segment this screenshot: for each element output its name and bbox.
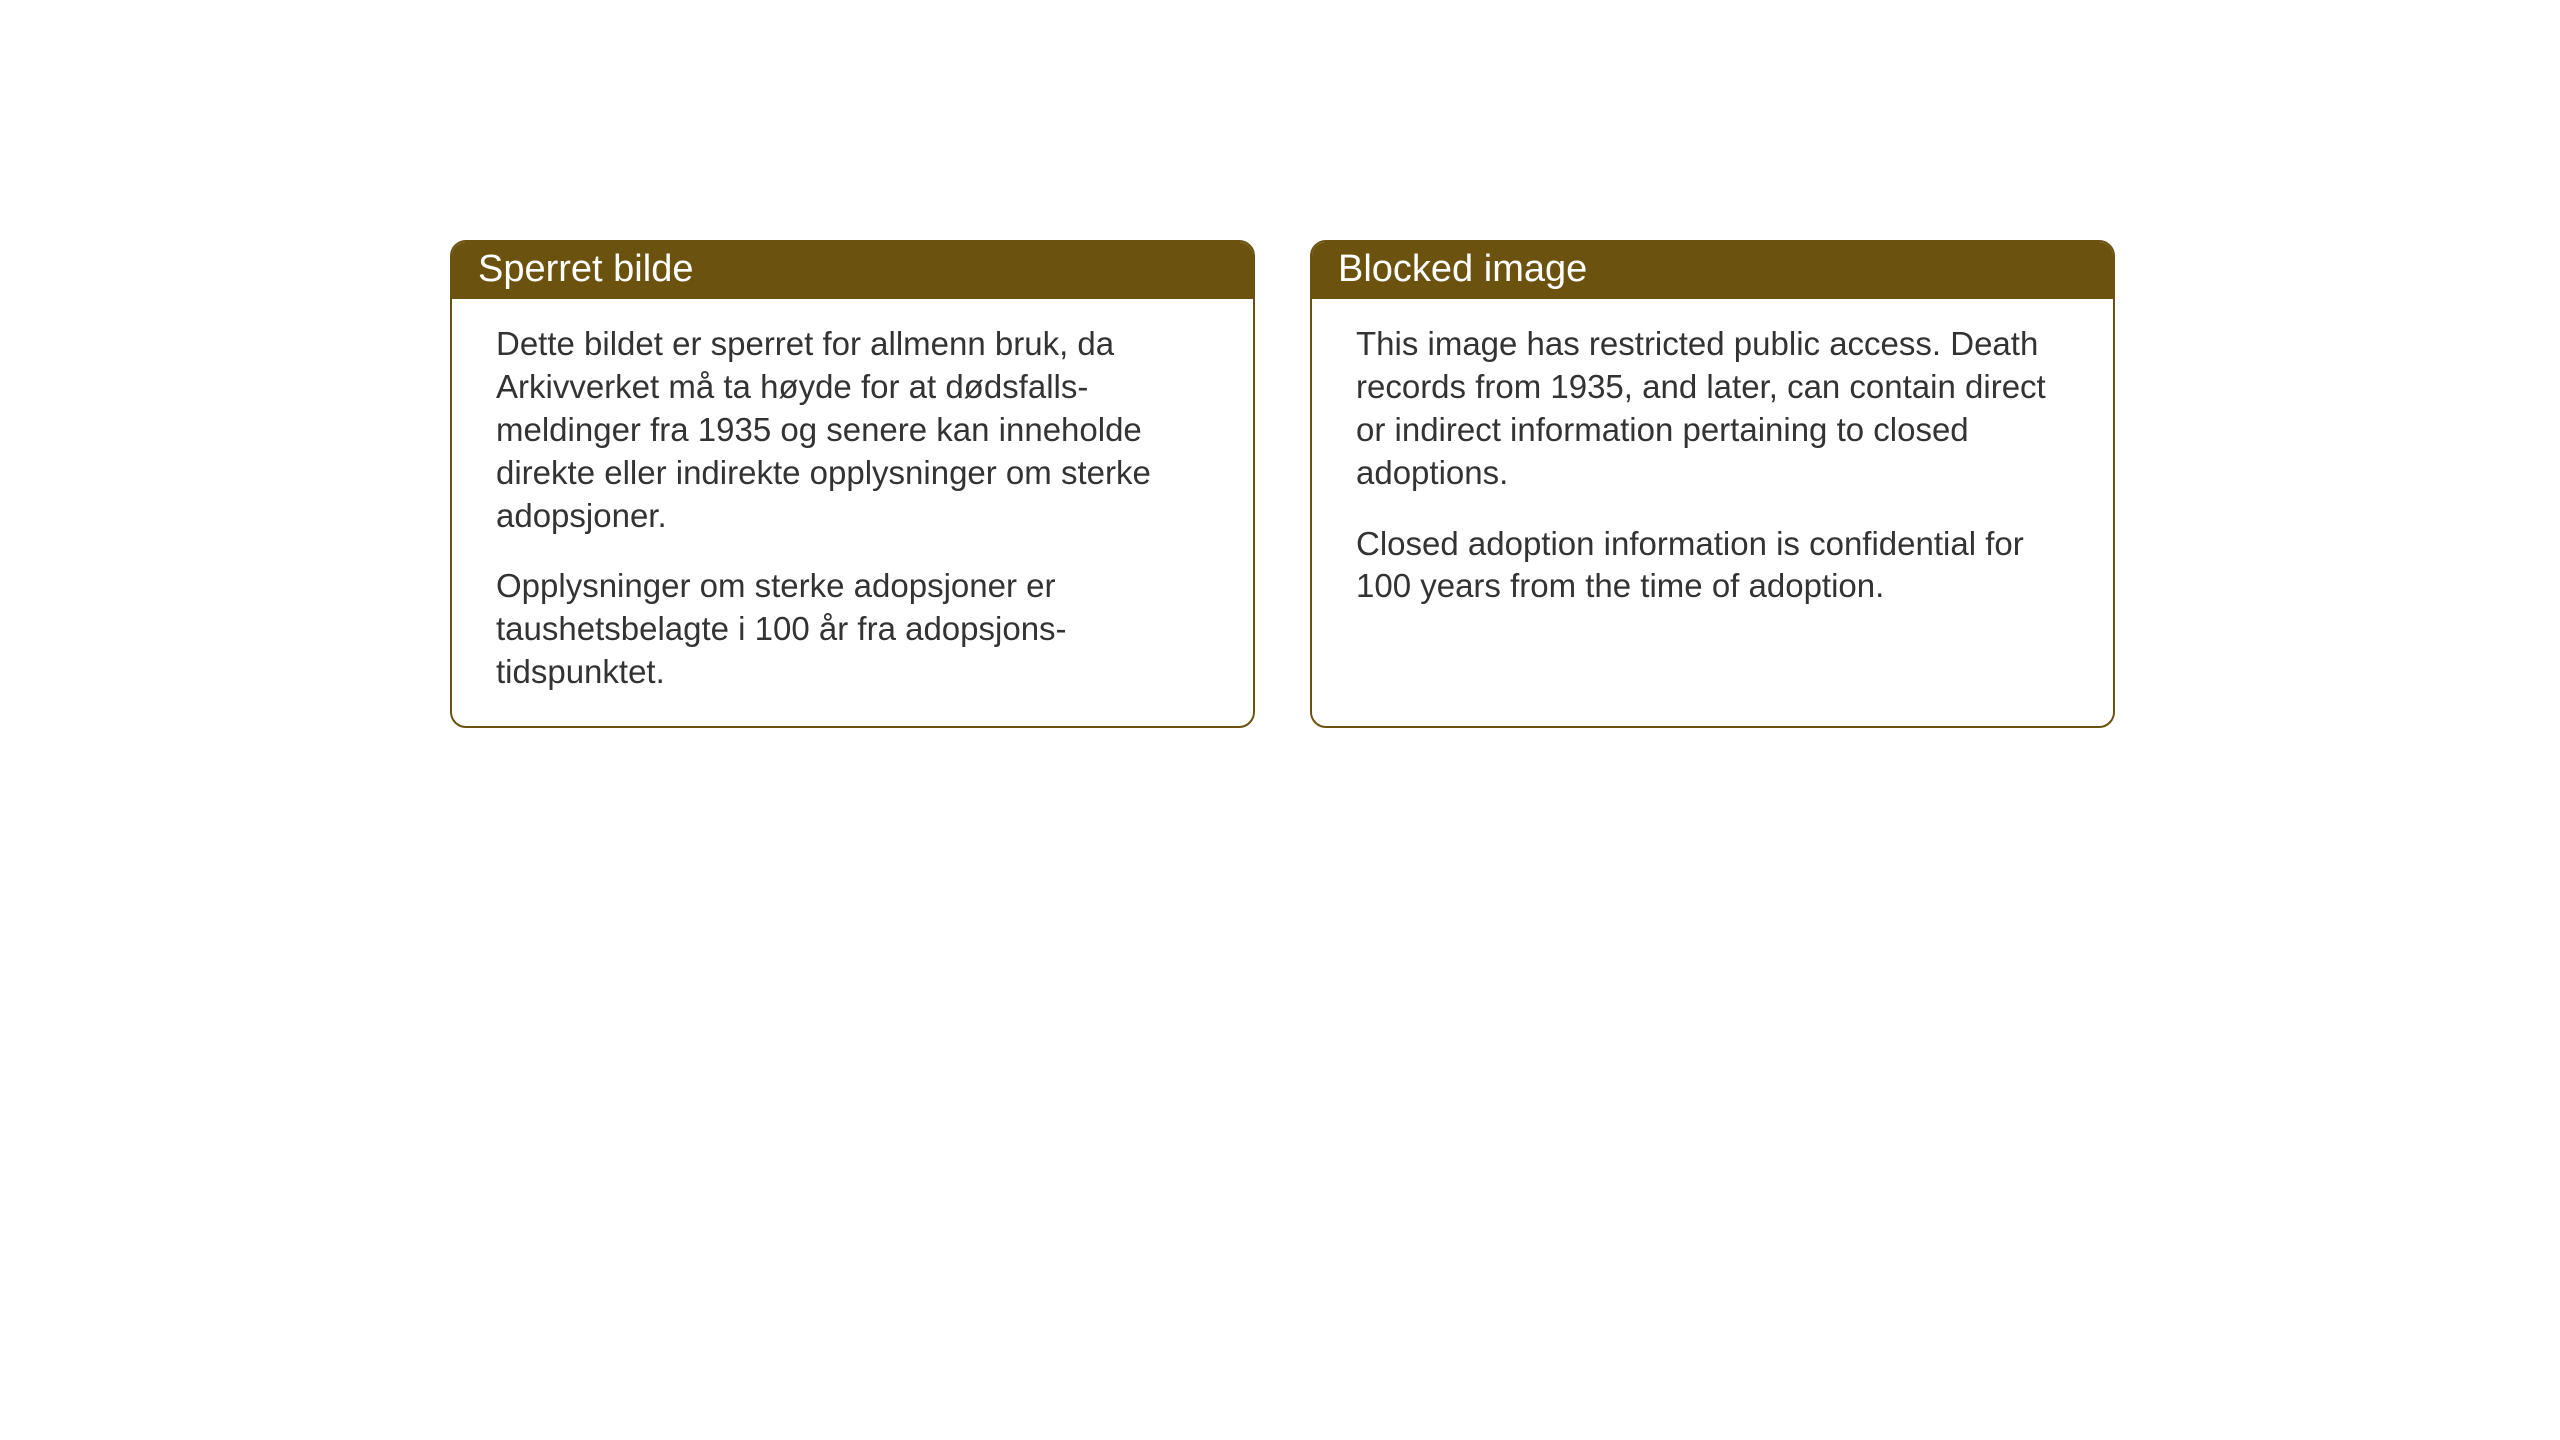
norwegian-paragraph-2: Opplysninger om sterke adopsjoner er tau… xyxy=(496,565,1209,694)
english-paragraph-1: This image has restricted public access.… xyxy=(1356,323,2069,495)
norwegian-paragraph-1: Dette bildet er sperret for allmenn bruk… xyxy=(496,323,1209,537)
english-card-title: Blocked image xyxy=(1312,242,2113,299)
norwegian-card-body: Dette bildet er sperret for allmenn bruk… xyxy=(452,299,1253,726)
norwegian-notice-card: Sperret bilde Dette bildet er sperret fo… xyxy=(450,240,1255,728)
norwegian-card-title: Sperret bilde xyxy=(452,242,1253,299)
english-paragraph-2: Closed adoption information is confident… xyxy=(1356,523,2069,609)
english-notice-card: Blocked image This image has restricted … xyxy=(1310,240,2115,728)
english-card-body: This image has restricted public access.… xyxy=(1312,299,2113,640)
notice-container: Sperret bilde Dette bildet er sperret fo… xyxy=(450,240,2115,728)
